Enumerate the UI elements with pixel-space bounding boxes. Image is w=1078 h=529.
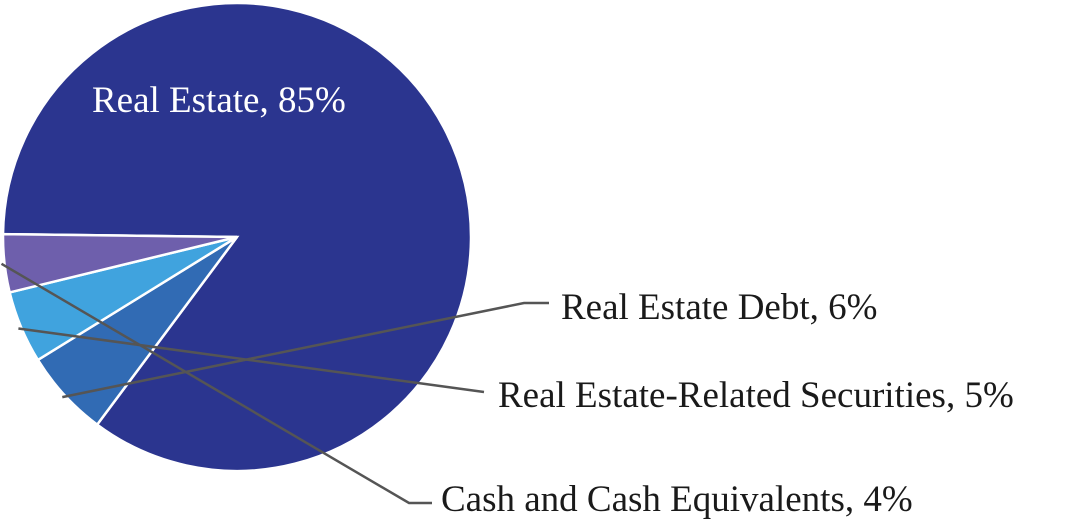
slice-label-real-estate-debt: Real Estate Debt, 6% — [561, 287, 877, 328]
leader-line-real-estate-related-securities — [18, 327, 485, 394]
leader-line-real-estate-debt — [62, 301, 549, 399]
slice-label-real-estate: Real Estate, 85% — [92, 80, 346, 121]
slice-label-cash-and-cash-equivalents: Cash and Cash Equivalents, 4% — [441, 479, 913, 520]
slice-label-real-estate-related-securities: Real Estate-Related Securities, 5% — [498, 375, 1014, 416]
leader-line-cash-and-cash-equivalents — [0, 262, 432, 505]
leader-lines — [0, 262, 549, 505]
pie-slice-cash-and-cash-equivalents — [1, 232, 238, 294]
pie-slices — [1, 1, 473, 473]
